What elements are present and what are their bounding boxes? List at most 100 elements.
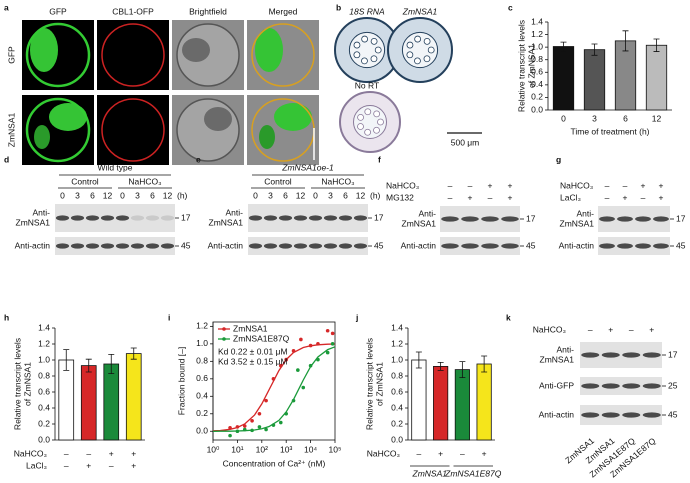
treatment-sign: – bbox=[605, 192, 610, 202]
data-point bbox=[299, 337, 303, 342]
bar bbox=[411, 359, 427, 441]
data-point bbox=[284, 357, 289, 362]
size-marker: 25 bbox=[668, 380, 678, 390]
treatment-sign: – bbox=[64, 460, 69, 470]
blot-title: ZmNSA1oe-1 bbox=[281, 162, 334, 172]
y-tick-label: 1.4 bbox=[38, 322, 50, 332]
band bbox=[145, 215, 160, 221]
band bbox=[323, 215, 338, 221]
band bbox=[642, 383, 661, 389]
treatment-sign: – bbox=[588, 324, 593, 334]
cell bbox=[176, 98, 240, 162]
band bbox=[353, 243, 368, 249]
band bbox=[441, 216, 459, 222]
y-axis-label: Relative transcript levels bbox=[12, 338, 22, 430]
section-label: 18S RNA bbox=[349, 6, 385, 16]
y-tick-label: 0.6 bbox=[391, 386, 403, 396]
band bbox=[461, 216, 479, 222]
data-point bbox=[235, 429, 240, 434]
legend-marker bbox=[222, 337, 226, 341]
y-tick-label: 0.6 bbox=[38, 386, 50, 396]
treatment-sign: – bbox=[629, 324, 634, 334]
x-tick-label: 3 bbox=[592, 113, 597, 123]
band bbox=[293, 243, 308, 249]
band bbox=[115, 215, 130, 221]
antibody-label: ZmNSA1 bbox=[402, 218, 437, 228]
x-tick-label: 10⁴ bbox=[304, 444, 317, 454]
antibody-label: Anti-actin bbox=[208, 240, 244, 250]
scale-label: 500 μm bbox=[451, 137, 480, 147]
treatment-sign: + bbox=[608, 324, 613, 334]
treatment-sign: + bbox=[131, 460, 136, 470]
y-tick-label: 0.6 bbox=[196, 373, 208, 383]
antibody-label: ZmNSA1 bbox=[209, 217, 244, 227]
treatment-sign: + bbox=[131, 448, 136, 458]
antibody-label: Anti-actin bbox=[539, 409, 575, 419]
band bbox=[85, 243, 100, 249]
y-tick-label: 1.0 bbox=[391, 354, 403, 364]
x-tick-label: 10³ bbox=[280, 444, 292, 454]
band bbox=[642, 412, 661, 418]
time-label: 12 bbox=[296, 190, 306, 200]
antibody-label: ZmNSA1 bbox=[16, 217, 51, 227]
antibody-label: Anti- bbox=[33, 207, 51, 217]
vessel bbox=[406, 41, 414, 49]
band bbox=[130, 215, 145, 221]
band bbox=[55, 215, 70, 221]
y-axis-label: of ZmNSA1 bbox=[22, 362, 32, 406]
error-bar bbox=[415, 351, 422, 369]
bar bbox=[433, 365, 449, 441]
gfp-signal bbox=[274, 103, 312, 131]
band bbox=[338, 243, 353, 249]
row-label: NaHCO₃ bbox=[533, 324, 566, 334]
treatment-sign: – bbox=[64, 448, 69, 458]
band bbox=[481, 216, 499, 222]
data-point bbox=[284, 411, 289, 416]
time-label: 6 bbox=[343, 190, 348, 200]
vessel bbox=[357, 113, 364, 121]
data-point bbox=[250, 428, 254, 433]
vessel bbox=[357, 123, 364, 130]
annotation: Kd 0.22 ± 0.01 μM bbox=[218, 346, 288, 356]
size-marker: 45 bbox=[676, 240, 686, 250]
y-tick-label: 1.4 bbox=[391, 322, 403, 332]
time-label: 0 bbox=[120, 190, 125, 200]
blot bbox=[248, 237, 368, 255]
data-point bbox=[264, 398, 268, 403]
size-marker: 45 bbox=[374, 240, 384, 250]
bar bbox=[80, 365, 97, 441]
band bbox=[441, 243, 459, 249]
data-point bbox=[228, 425, 232, 430]
x-tick-label: 10² bbox=[256, 444, 268, 454]
group-label: ZmNSA1E87Q bbox=[444, 468, 502, 478]
size-marker: 17 bbox=[526, 213, 536, 223]
y-tick-label: 0.2 bbox=[531, 92, 543, 102]
data-point bbox=[257, 425, 262, 429]
row-label: LaCl₃ bbox=[560, 192, 581, 202]
blot bbox=[440, 237, 520, 255]
band bbox=[581, 412, 600, 418]
panel-letter: j bbox=[355, 312, 358, 322]
x-tick-label: 10¹ bbox=[231, 444, 243, 454]
band bbox=[100, 215, 115, 221]
time-label: 0 bbox=[313, 190, 318, 200]
vessel bbox=[414, 57, 421, 65]
antibody-label: ZmNSA1 bbox=[540, 354, 575, 364]
vessel bbox=[364, 108, 372, 116]
time-label: 12 bbox=[103, 190, 113, 200]
blot bbox=[580, 405, 662, 425]
plot-frame bbox=[212, 321, 336, 441]
column-label: Brightfield bbox=[189, 6, 227, 16]
vessel bbox=[370, 37, 378, 45]
treatment-sign: – bbox=[109, 460, 114, 470]
group-label: ZmNSA1 bbox=[412, 468, 448, 478]
band bbox=[599, 243, 615, 249]
error-bar bbox=[437, 362, 444, 371]
antibody-label: ZmNSA1 bbox=[560, 218, 595, 228]
treatment-sign: + bbox=[641, 180, 646, 190]
band bbox=[160, 215, 175, 221]
blot-title: Wild type bbox=[98, 162, 133, 172]
treatment-sign: + bbox=[659, 192, 664, 202]
band bbox=[160, 243, 175, 249]
band bbox=[278, 243, 293, 249]
